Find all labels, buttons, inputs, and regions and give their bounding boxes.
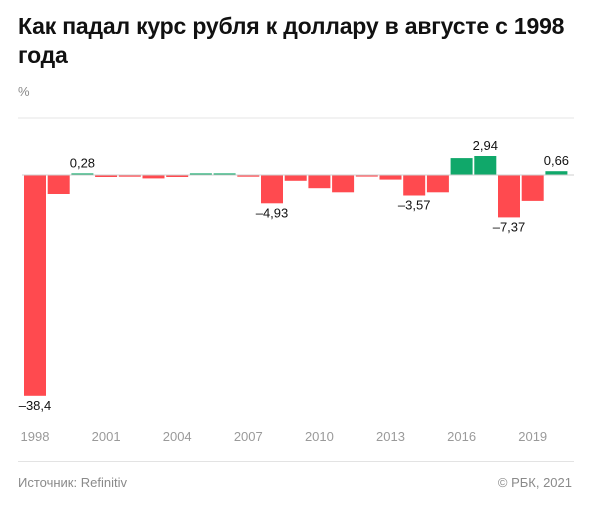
- x-tick-label-2007: 2007: [234, 429, 263, 444]
- data-label-2008: –4,93: [256, 205, 289, 220]
- data-label-2000: 0,28: [70, 155, 95, 170]
- bar-2013: [379, 175, 402, 180]
- bar-2000: [71, 173, 94, 175]
- source-name: Refinitiv: [80, 475, 127, 490]
- bar-2009: [284, 175, 307, 181]
- footer-divider: [18, 461, 574, 462]
- bar-2008: [261, 175, 283, 204]
- bar-2010: [308, 175, 331, 189]
- bar-1998: [24, 175, 46, 396]
- bar-2017: [474, 156, 497, 175]
- bar-2007: [237, 175, 260, 177]
- bar-2004: [166, 175, 189, 177]
- bar-2018: [498, 175, 520, 218]
- x-tick-label-2010: 2010: [305, 429, 334, 444]
- bar-2002: [118, 175, 141, 177]
- x-tick-label-2001: 2001: [92, 429, 121, 444]
- bar-2011: [332, 175, 355, 193]
- chart-title: Как падал курс рубля к доллару в августе…: [18, 13, 565, 68]
- bar-2016: [450, 158, 473, 175]
- bar-2006: [213, 173, 236, 175]
- bar-2019: [521, 175, 544, 201]
- bar-2014: [403, 175, 426, 196]
- source-note: Источник: Refinitiv: [18, 475, 127, 490]
- y-axis-unit: %: [18, 84, 30, 99]
- bar-2001: [95, 175, 118, 177]
- x-tick-label-2016: 2016: [447, 429, 476, 444]
- copyright: © РБК, 2021: [497, 475, 572, 490]
- source-label: Источник:: [18, 475, 78, 490]
- data-label-1998: –38,4: [19, 398, 52, 413]
- x-tick-label-2013: 2013: [376, 429, 405, 444]
- data-label-2017: 2,94: [473, 138, 498, 153]
- bar-2020: [545, 171, 568, 175]
- x-tick-label-2004: 2004: [163, 429, 192, 444]
- data-label-2014: –3,57: [398, 198, 431, 213]
- bar-2015: [426, 175, 449, 193]
- bar-1999: [47, 175, 70, 194]
- bar-2003: [142, 175, 165, 179]
- x-tick-label-1998: 1998: [21, 429, 50, 444]
- bar-2012: [355, 175, 378, 177]
- bar-2005: [189, 173, 212, 175]
- x-tick-label-2019: 2019: [518, 429, 547, 444]
- data-label-2020: 0,66: [544, 153, 569, 168]
- data-label-2018: –7,37: [493, 219, 526, 234]
